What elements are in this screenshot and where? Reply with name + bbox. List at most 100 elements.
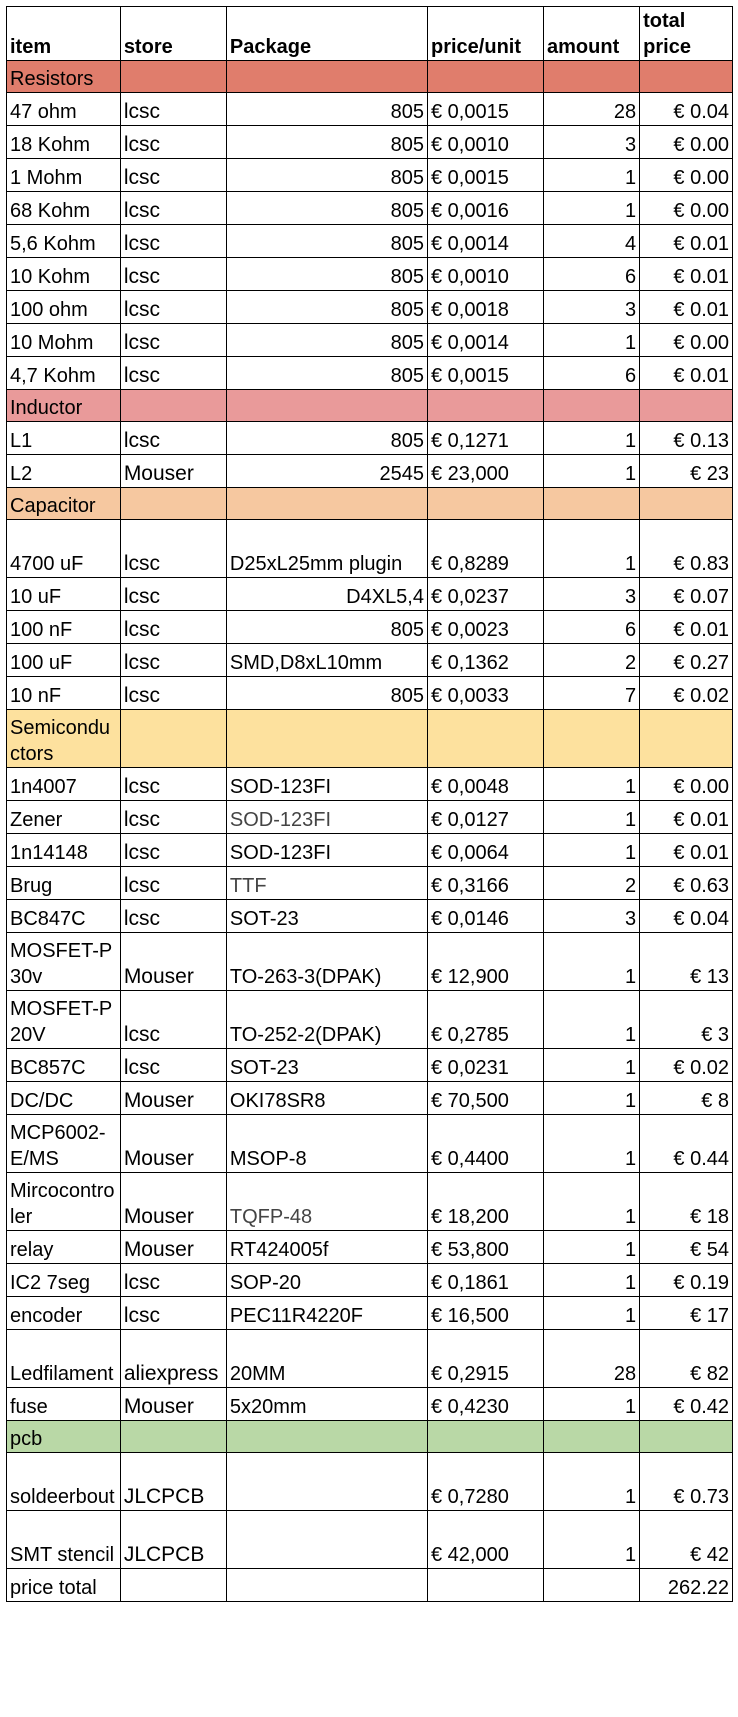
package-cell: D25xL25mm plugin [225,519,429,578]
package-cell: 805 [225,257,429,291]
price-unit-cell: € 0,0016 [426,191,545,225]
package-cell: 805 [225,676,429,710]
package-cell: 2545 [225,454,429,488]
total-price-cell: € 0.07 [639,577,733,611]
amount-cell: 1 [543,323,641,357]
header-price-unit: price/unit [426,6,545,61]
package-cell: 805 [225,323,429,357]
amount-cell: 1 [543,800,641,834]
table-row: 100 uF lcsc SMD,D8xL10mm € 0,1362 2 € 0.27 [6,643,733,677]
store-cell: JLCPCB [119,1510,227,1569]
package-cell: 805 [225,224,429,258]
section-row: Semiconductors [6,709,733,768]
table-row: Mircocontroler Mouser TQFP-48 € 18,200 1 € 18 [6,1172,733,1231]
table-row: Ledfilament aliexpress 20MM € 0,2915 28 € 82 [6,1329,733,1388]
store-cell: lcsc [119,356,227,390]
total-price-cell: € 0.01 [639,833,733,867]
table-row: IC2 7seg lcsc SOP-20 € 0,1861 1 € 0.19 [6,1263,733,1297]
store-cell: lcsc [119,290,227,324]
store-cell: Mouser [119,1081,227,1115]
store-cell: lcsc [119,158,227,192]
amount-cell: 1 [543,421,641,455]
package-cell: TO-252-2(DPAK) [225,990,429,1049]
total-price-cell: € 0.01 [639,356,733,390]
section-fill [225,487,429,520]
total-price-cell: € 0.00 [639,125,733,159]
total-price-cell: € 82 [639,1329,733,1388]
item-cell: 100 ohm [6,290,121,324]
store-cell: Mouser [119,1230,227,1264]
item-cell: Brug [6,866,121,900]
table-row: 100 nF lcsc 805 € 0,0023 6 € 0.01 [6,610,733,644]
package-cell [225,1510,429,1569]
store-cell: lcsc [119,1296,227,1330]
total-price-cell: € 0.01 [639,224,733,258]
amount-cell: 28 [543,1329,641,1388]
store-cell: Mouser [119,1387,227,1421]
store-cell: lcsc [119,610,227,644]
total-price-cell: € 0.00 [639,767,733,801]
price-unit-cell: € 0,2785 [426,990,545,1049]
item-cell: 10 nF [6,676,121,710]
section-fill [639,389,733,422]
table-row: SMT stencil JLCPCB € 42,000 1 € 42 [6,1510,733,1569]
item-cell: 10 Mohm [6,323,121,357]
store-cell: Mouser [119,1114,227,1173]
package-cell: SOD-123FI [225,767,429,801]
section-label: pcb [6,1420,121,1453]
price-unit-cell: € 0,0048 [426,767,545,801]
total-price-cell: € 0.00 [639,158,733,192]
item-cell: MOSFET-P 20V [6,990,121,1049]
store-cell: lcsc [119,899,227,933]
package-cell: SOD-123FI [225,800,429,834]
total-row: price total 262.22 [6,1568,733,1602]
total-price-cell: € 17 [639,1296,733,1330]
amount-cell: 4 [543,224,641,258]
price-unit-cell: € 0,1861 [426,1263,545,1297]
amount-cell: 6 [543,257,641,291]
item-cell: relay [6,1230,121,1264]
total-price-cell: € 0.04 [639,899,733,933]
total-price-cell: € 3 [639,990,733,1049]
section-row: Resistors [6,60,733,93]
table-row: 1n14148 lcsc SOD-123FI € 0,0064 1 € 0.01 [6,833,733,867]
price-unit-cell: € 0,0146 [426,899,545,933]
price-unit-cell: € 0,1362 [426,643,545,677]
table-row: Zener lcsc SOD-123FI € 0,0127 1 € 0.01 [6,800,733,834]
section-fill [639,709,733,768]
section-fill [225,389,429,422]
total-price-cell: € 54 [639,1230,733,1264]
header-total-price: total price [639,6,733,61]
price-unit-cell: € 0,0010 [426,125,545,159]
store-cell: Mouser [119,932,227,991]
store-cell: lcsc [119,519,227,578]
amount-cell: 1 [543,1230,641,1264]
section-fill [426,389,545,422]
amount-cell: 1 [543,1048,641,1082]
store-cell: lcsc [119,323,227,357]
package-cell: RT424005f [225,1230,429,1264]
amount-cell: 1 [543,1510,641,1569]
item-cell: MCP6002-E/MS [6,1114,121,1173]
total-price-cell: € 0.27 [639,643,733,677]
price-unit-cell: € 0,1271 [426,421,545,455]
item-cell: BC847C [6,899,121,933]
price-unit-cell: € 0,0018 [426,290,545,324]
total-price-cell: € 0.02 [639,676,733,710]
total-label: price total [6,1568,121,1602]
item-cell: 1n4007 [6,767,121,801]
total-price-cell: € 18 [639,1172,733,1231]
section-fill [225,60,429,93]
empty-cell [225,1568,429,1602]
bom-table: item store Package price/unit amount tot… [6,6,733,1602]
package-cell [225,1452,429,1511]
amount-cell: 1 [543,990,641,1049]
price-unit-cell: € 42,000 [426,1510,545,1569]
amount-cell: 1 [543,1263,641,1297]
total-price-cell: € 0.01 [639,257,733,291]
store-cell: lcsc [119,866,227,900]
package-cell: SMD,D8xL10mm [225,643,429,677]
store-cell: lcsc [119,767,227,801]
amount-cell: 3 [543,899,641,933]
price-unit-cell: € 0,0127 [426,800,545,834]
